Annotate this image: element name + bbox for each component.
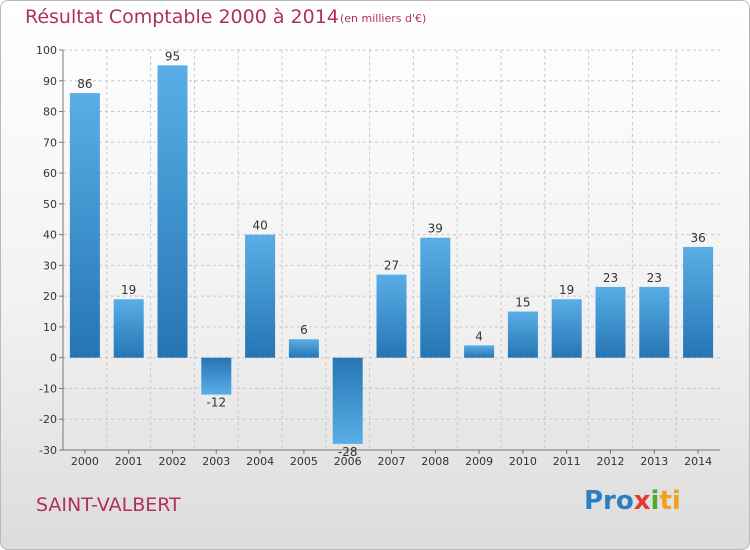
y-tick-label: 10 xyxy=(43,321,57,334)
bar-2012 xyxy=(595,286,626,358)
y-tick-label: 0 xyxy=(50,352,57,365)
y-tick-label: -20 xyxy=(39,413,57,426)
bar-2002 xyxy=(157,65,188,358)
x-tick-label: 2013 xyxy=(640,455,668,468)
chart-unit: (en milliers d'€) xyxy=(340,12,427,25)
bar-2006 xyxy=(332,357,363,444)
bar-2011 xyxy=(551,299,582,358)
data-labels: 86 19 95 -12 40 6 -28 27 39 4 15 19 23 23 36 xyxy=(77,49,705,458)
x-tick-label: 2000 xyxy=(71,455,99,468)
data-label-2008: 39 xyxy=(428,222,443,236)
data-label-2009: 4 xyxy=(475,329,483,343)
y-tick-label: -10 xyxy=(39,382,57,395)
y-tick-label: 20 xyxy=(43,290,57,303)
bars xyxy=(69,65,714,444)
y-tick-label: 70 xyxy=(43,136,57,149)
data-label-2005: 6 xyxy=(300,323,308,337)
x-tick-label: 2005 xyxy=(290,455,318,468)
x-tick-label: 2001 xyxy=(115,455,143,468)
x-tick-label: 2008 xyxy=(421,455,449,468)
data-label-2010: 15 xyxy=(515,296,530,310)
bar-2013 xyxy=(639,286,670,358)
bar-2008 xyxy=(420,237,451,358)
data-label-2001: 19 xyxy=(121,283,136,297)
data-label-2000: 86 xyxy=(77,77,92,91)
y-tick-label: 40 xyxy=(43,229,57,242)
y-tick-label: 30 xyxy=(43,259,57,272)
data-label-2007: 27 xyxy=(384,259,399,273)
logo-part: ti xyxy=(659,486,681,516)
y-tick-label: 100 xyxy=(36,44,57,57)
y-tick-label: 80 xyxy=(43,106,57,119)
data-label-2014: 36 xyxy=(690,231,705,245)
data-label-2013: 23 xyxy=(647,271,662,285)
bar-2014 xyxy=(683,246,714,358)
x-tick-label: 2010 xyxy=(509,455,537,468)
x-tick-label: 2002 xyxy=(159,455,187,468)
bar-2001 xyxy=(113,299,144,358)
x-tick-label: 2011 xyxy=(553,455,581,468)
y-tick-label: -30 xyxy=(39,444,57,457)
x-tick-label: 2014 xyxy=(684,455,712,468)
bar-2007 xyxy=(376,274,407,358)
logo-part: x xyxy=(633,486,651,516)
y-tick-label: 50 xyxy=(43,198,57,211)
axes: -30 -20 -10 0 10 20 30 40 50 60 70 80 90 100 2000 2001 2… xyxy=(36,44,720,468)
bar-2000 xyxy=(69,93,100,358)
data-label-2012: 23 xyxy=(603,271,618,285)
x-tick-label: 2012 xyxy=(597,455,625,468)
bar-2010 xyxy=(507,311,538,358)
x-tick-label: 2007 xyxy=(378,455,406,468)
logo-part: i xyxy=(650,486,660,516)
logo-part: Pro xyxy=(584,486,634,516)
data-label-2006: -28 xyxy=(338,445,358,459)
bar-2009 xyxy=(464,345,495,358)
data-label-2002: 95 xyxy=(165,49,180,63)
x-tick-label: 2003 xyxy=(202,455,230,468)
x-tick-label: 2006 xyxy=(334,455,362,468)
x-tick-label: 2009 xyxy=(465,455,493,468)
y-tick-label: 90 xyxy=(43,75,57,88)
bar-2003 xyxy=(201,357,232,395)
data-label-2004: 40 xyxy=(252,219,267,233)
x-tick-label: 2004 xyxy=(246,455,274,468)
commune-name: SAINT-VALBERT xyxy=(36,494,181,516)
y-tick-label: 60 xyxy=(43,167,57,180)
data-label-2011: 19 xyxy=(559,283,574,297)
bar-2004 xyxy=(245,234,276,358)
bar-2005 xyxy=(288,339,319,358)
chart-title: Résultat Comptable 2000 à 2014 xyxy=(25,6,339,28)
data-label-2003: -12 xyxy=(206,396,226,410)
proxiti-logo[interactable]: Proxiti xyxy=(584,486,681,516)
